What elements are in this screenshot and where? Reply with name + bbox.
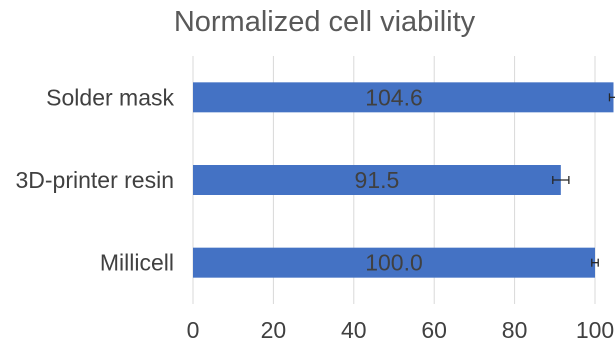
x-tick-label-5: 100 [576, 317, 614, 343]
data-label-0: 104.6 [365, 84, 423, 110]
category-label-2: Millicell [100, 250, 174, 276]
category-label-0: Solder mask [46, 84, 174, 110]
bar-1 [193, 165, 561, 195]
x-tick-label-0: 0 [187, 317, 200, 343]
chart-title: Normalized cell viability [173, 6, 476, 38]
x-tick-label-3: 60 [421, 317, 447, 343]
x-tick-label-4: 80 [502, 317, 528, 343]
bar-2 [193, 247, 595, 278]
x-tick-label-2: 40 [341, 317, 367, 343]
x-tick-label-1: 20 [261, 317, 287, 343]
data-label-2: 100.0 [365, 250, 423, 276]
bar-0 [193, 82, 614, 113]
data-label-1: 91.5 [355, 167, 400, 193]
category-label-1: 3D-printer resin [16, 167, 175, 193]
